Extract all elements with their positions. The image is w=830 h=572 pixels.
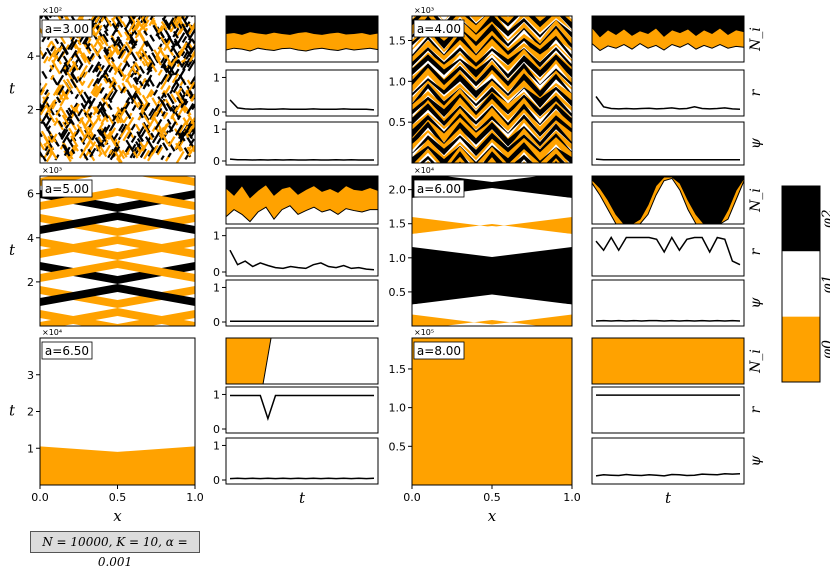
- y-tick-label: 1: [213, 123, 220, 136]
- population-panel: [226, 16, 378, 62]
- axis-multiplier: ×10²: [42, 6, 62, 15]
- population-panel: [592, 16, 744, 62]
- population-panel: [226, 176, 378, 224]
- row-label-psi: ψ: [748, 296, 764, 308]
- psi-panel: [592, 280, 744, 326]
- colorbar-phi0: [782, 317, 820, 382]
- x-tick-label: 1.0: [186, 491, 204, 504]
- y-tick-label: 1: [213, 71, 220, 84]
- psi-panel: [592, 122, 744, 165]
- axis-multiplier: ×10³: [42, 166, 62, 175]
- row-label-psi: ψ: [748, 454, 764, 466]
- psi-panel: [226, 280, 378, 326]
- y-tick-label: 2: [27, 104, 34, 117]
- row-label-psi: ψ: [748, 137, 764, 149]
- colorbar-label: φ2: [820, 209, 830, 228]
- x-tick-label: 0.5: [109, 491, 127, 504]
- colorbar-phi2: [782, 186, 820, 251]
- axis-multiplier: ×10⁴: [414, 166, 434, 175]
- r-panel: [592, 228, 744, 276]
- y-axis-label: t: [9, 402, 16, 420]
- y-tick-label: 1.5: [389, 218, 407, 231]
- r-panel: [592, 387, 744, 433]
- heatmap-5: [40, 338, 195, 485]
- annotation-box: a=6.00: [414, 180, 464, 197]
- annotation-label: a=6.00: [417, 182, 461, 196]
- y-tick-label: 0: [213, 266, 220, 279]
- row-label-N_i: N_i: [748, 188, 764, 213]
- row-label-r: r: [748, 247, 764, 255]
- annotation-label: a=5.00: [45, 182, 89, 196]
- x-tick-label: 0.0: [403, 491, 421, 504]
- row-label-N_i: N_i: [748, 349, 764, 374]
- y-tick-label: 1: [213, 230, 220, 243]
- population-panel: [592, 338, 744, 384]
- y-tick-label: 0.5: [389, 116, 407, 129]
- y-tick-label: 0: [213, 106, 220, 119]
- y-tick-label: 1.0: [389, 252, 407, 265]
- x-axis-label-t: t: [299, 489, 306, 507]
- y-tick-label: 0: [213, 316, 220, 329]
- y-tick-label: 1.0: [389, 402, 407, 415]
- y-tick-label: 1: [213, 281, 220, 294]
- y-tick-label: 0: [213, 423, 220, 436]
- psi-panel: [226, 122, 378, 165]
- row-label-r: r: [748, 88, 764, 96]
- x-tick-label: 0.5: [483, 491, 501, 504]
- annotation-box: a=8.00: [414, 342, 464, 359]
- psi-panel: [226, 438, 378, 484]
- y-tick-label: 0: [213, 155, 220, 168]
- annotation-box: a=4.00: [414, 20, 464, 37]
- y-tick-label: 4: [27, 50, 34, 63]
- x-tick-label: 1.0: [563, 491, 581, 504]
- y-tick-label: 2: [27, 276, 34, 289]
- y-tick-label: 1.0: [389, 75, 407, 88]
- y-tick-label: 1: [213, 388, 220, 401]
- y-tick-label: 0.5: [389, 286, 407, 299]
- x-axis-label: x: [113, 507, 122, 525]
- row-label-N_i: N_i: [748, 27, 764, 52]
- colorbar-label: φ1: [820, 275, 830, 294]
- annotation-label: a=3.00: [45, 22, 89, 36]
- annotation-box: a=6.50: [42, 342, 92, 359]
- y-tick-label: 6: [27, 188, 34, 201]
- y-tick-label: 0.5: [389, 440, 407, 453]
- axis-multiplier: ×10³: [414, 6, 434, 15]
- annotation-label: a=8.00: [417, 344, 461, 358]
- x-tick-label: 0.0: [31, 491, 49, 504]
- r-panel: [226, 228, 378, 276]
- y-tick-label: 1: [27, 442, 34, 455]
- parameter-box: N = 10000, K = 10, α = 0.001: [30, 531, 200, 553]
- annotation-label: a=4.00: [417, 22, 461, 36]
- y-axis-label: t: [9, 80, 16, 98]
- heatmap-6: [412, 338, 572, 485]
- colorbar-phi1: [782, 251, 820, 316]
- annotation-box: a=3.00: [42, 20, 92, 37]
- population-panel: [592, 176, 744, 224]
- y-tick-label: 0: [213, 474, 220, 487]
- y-tick-label: 1.5: [389, 35, 407, 48]
- annotation-box: a=5.00: [42, 180, 92, 197]
- y-tick-label: 2.0: [389, 184, 407, 197]
- r-panel: [226, 387, 378, 433]
- x-axis-label: x: [488, 507, 497, 525]
- y-tick-label: 2: [27, 406, 34, 419]
- y-tick-label: 1: [213, 439, 220, 452]
- population-panel: [226, 338, 378, 384]
- axis-multiplier: ×10⁵: [414, 328, 434, 337]
- psi-panel: [592, 438, 744, 484]
- annotation-label: a=6.50: [45, 344, 89, 358]
- axis-multiplier: ×10⁴: [42, 328, 62, 337]
- y-tick-label: 3: [27, 369, 34, 382]
- x-axis-label-t: t: [665, 489, 672, 507]
- colorbar: φ2 φ1 φ0: [782, 186, 830, 382]
- psi-line: [596, 159, 740, 160]
- y-axis-label: t: [9, 241, 16, 259]
- row-label-r: r: [748, 405, 764, 413]
- y-tick-label: 1.5: [389, 363, 407, 376]
- colorbar-label: φ0: [820, 340, 830, 359]
- y-tick-label: 4: [27, 232, 34, 245]
